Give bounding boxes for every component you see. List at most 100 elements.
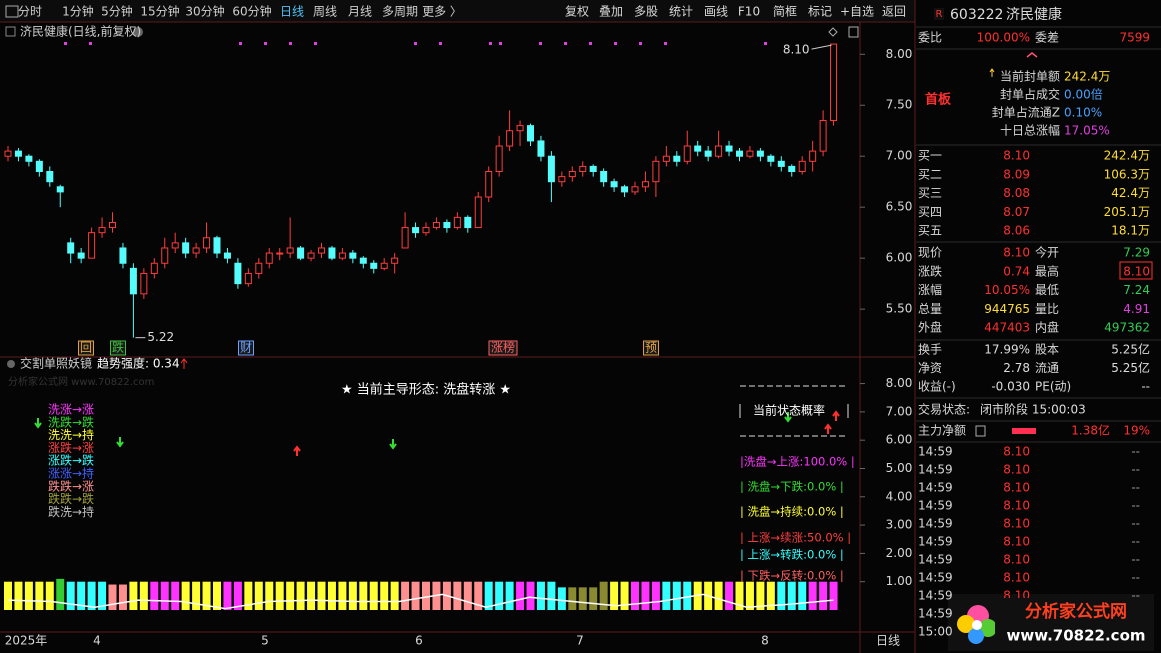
candle-body (725, 145, 733, 152)
collapse-icon[interactable] (1026, 52, 1038, 58)
toolbar-tab[interactable]: 30分钟 (185, 4, 224, 19)
bar (568, 587, 577, 610)
candle-body (140, 272, 148, 295)
highlight-box (1119, 261, 1153, 280)
toolbar-tab[interactable]: 日线 (280, 5, 304, 19)
probability: | 洗盘→下跌:0.0% | (740, 480, 844, 494)
bar (380, 581, 389, 610)
trade-price: 8.10 (1003, 553, 1030, 567)
event-tag (488, 340, 518, 356)
bar (317, 581, 326, 610)
seal-label: 当前封单额 (1000, 69, 1060, 84)
x-tick-label: 8 (761, 634, 769, 648)
low-annotation: 5.22 (147, 330, 174, 344)
legend-item: 跌洗→持 (48, 504, 94, 519)
toolbar-button[interactable]: +自选 (840, 5, 874, 19)
y-tick-label: 8.00 (886, 376, 913, 390)
annotation-arrow (811, 44, 832, 50)
toolbar-tab[interactable]: 60分钟 (232, 4, 271, 19)
seal-label: 封单占流通Z (992, 105, 1060, 120)
event-label[interactable]: 财 (240, 341, 252, 355)
event-tag (110, 340, 126, 356)
bar (171, 581, 180, 610)
toolbar-tab[interactable]: 1分钟 (62, 4, 94, 19)
event-label[interactable]: 预 (645, 341, 657, 355)
legend-item: 洗涨→涨 (48, 402, 94, 417)
trade-price: 8.10 (1003, 535, 1030, 549)
fundamental-label: 股本 (1035, 343, 1059, 357)
candle-body (182, 242, 190, 254)
candle-body (704, 150, 712, 157)
bar (547, 581, 556, 610)
toolbar-tab[interactable]: 15分钟 (140, 4, 179, 19)
bar (829, 581, 838, 610)
bar (578, 587, 587, 610)
candle-body (328, 247, 336, 259)
candle-body (432, 221, 440, 229)
stat-value: 447403 (984, 321, 1030, 335)
bar (557, 587, 566, 610)
weibi-value: 100.00% (977, 31, 1030, 45)
bar (620, 581, 629, 610)
fundamental-value: 2.78 (1003, 361, 1030, 375)
y-tick-label: 3.00 (886, 518, 913, 532)
window-icon[interactable] (848, 26, 859, 38)
candle-body (474, 196, 482, 229)
toolbar-tab[interactable]: 分时 (18, 5, 42, 19)
bar (798, 581, 807, 610)
pane-icon[interactable] (7, 360, 15, 368)
candle-body (621, 186, 629, 193)
toolbar-button[interactable]: 复权 (565, 5, 589, 19)
toolbar-button[interactable]: 多股 (634, 5, 658, 19)
bar (286, 581, 295, 610)
toolbar-button[interactable]: 返回 (882, 5, 906, 19)
candle-body (600, 171, 608, 183)
bar (526, 581, 535, 610)
trade-time: 15:00 (918, 625, 953, 639)
toolbar-button[interactable]: 标记 (808, 5, 832, 19)
candle-body (391, 257, 399, 264)
bar (463, 581, 472, 610)
candle-body (464, 216, 472, 229)
pane-icon[interactable] (5, 26, 16, 37)
bid-volume: 42.4万 (1111, 186, 1150, 200)
detail-icon[interactable] (975, 425, 986, 437)
menu-icon[interactable] (5, 5, 19, 18)
toolbar-button[interactable]: 简框 (773, 5, 797, 19)
toolbar-tab[interactable]: 更多 〉 (422, 5, 462, 19)
candle-body (495, 145, 503, 173)
stat-label: 最低 (1035, 283, 1059, 297)
toolbar-tab[interactable]: 月线 (348, 5, 372, 19)
candle-body (119, 247, 127, 264)
toolbar-tab[interactable]: 5分钟 (101, 4, 133, 19)
badge: R (936, 9, 943, 20)
toolbar-tab[interactable]: 周线 (313, 5, 337, 19)
legend-item: 跌跌→涨 (48, 478, 94, 493)
event-label[interactable]: 回 (80, 341, 92, 355)
candle-body (35, 160, 43, 173)
candle-body (25, 155, 33, 162)
trade-volume: -- (1131, 589, 1140, 603)
candle-body (234, 262, 242, 285)
status-label: 交易状态: (918, 402, 970, 417)
signal-arrows (34, 410, 840, 456)
toolbar-button[interactable]: F10 (738, 5, 760, 19)
event-label[interactable]: 跌 (112, 340, 124, 355)
bar (756, 581, 765, 610)
bar (87, 581, 96, 610)
toolbar-button[interactable]: 画线 (704, 5, 728, 19)
fundamental-label: PE(动) (1035, 380, 1071, 394)
toolbar-tab[interactable]: 多周期 (382, 5, 418, 19)
candle-body (652, 160, 660, 183)
toolbar-button[interactable]: 统计 (669, 5, 693, 19)
dropdown-icon[interactable] (133, 27, 143, 37)
bar (56, 578, 65, 610)
toolbar-button[interactable]: 叠加 (599, 5, 623, 19)
bar (672, 581, 681, 610)
candle-body (161, 247, 169, 264)
diamond-icon[interactable] (828, 27, 838, 37)
flow-bar (1012, 428, 1036, 434)
candle-body (485, 171, 493, 198)
event-label[interactable]: 涨榜 (491, 340, 515, 355)
